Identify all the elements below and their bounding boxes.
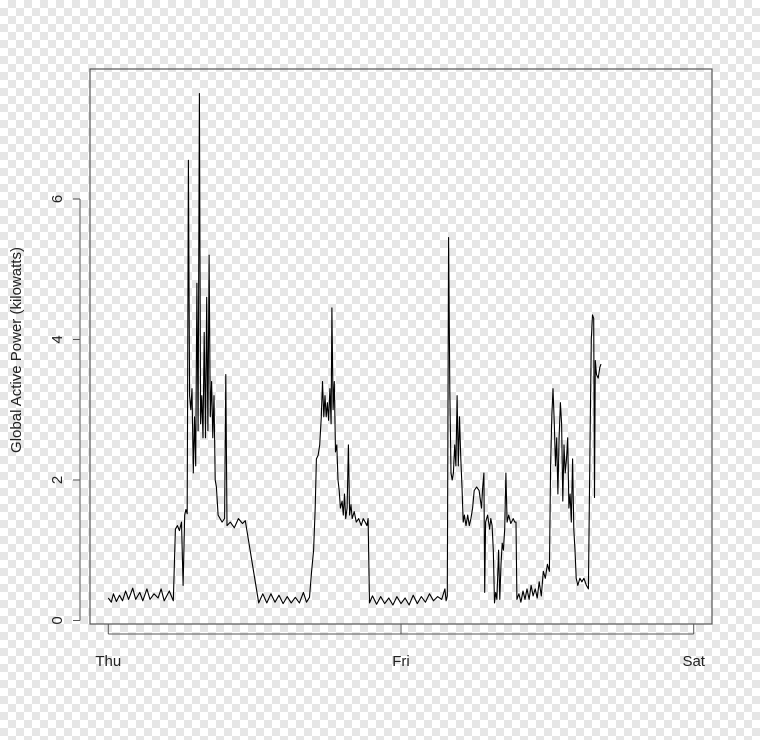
y-axis-title: Global Active Power (kilowatts) — [8, 247, 25, 453]
y-tick-label: 6 — [49, 195, 66, 203]
y-axis: 0 2 4 6 — [49, 195, 81, 625]
x-tick-label-fri: Fri — [392, 653, 410, 670]
x-tick-label-thu: Thu — [95, 653, 121, 670]
y-tick-label: 4 — [49, 335, 66, 343]
y-tick-label: 2 — [49, 476, 66, 484]
x-axis: Thu Fri Sat — [95, 624, 706, 670]
x-tick-label-sat: Sat — [682, 653, 705, 670]
plot-frame — [89, 68, 713, 625]
series-line — [107, 93, 602, 606]
y-tick-label: 0 — [49, 616, 66, 624]
